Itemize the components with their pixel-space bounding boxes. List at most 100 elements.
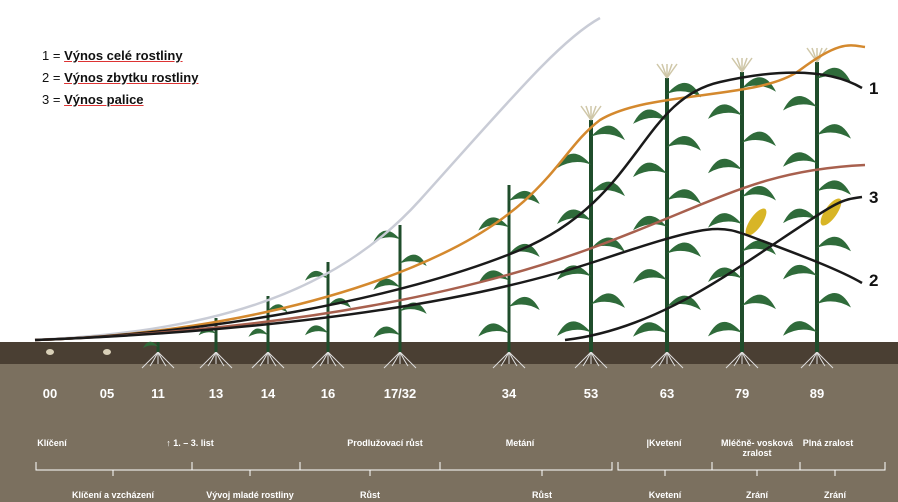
plant-part [666,351,684,369]
plant-part [742,294,776,310]
plant-part [508,351,526,369]
plant-part [817,67,851,83]
plant-part [373,230,400,243]
plant-part [816,351,834,369]
phase-name: Vývoj mladé rostliny [206,490,294,500]
plant-part [248,328,268,337]
stage-code: 17/32 [383,386,417,401]
plant-part [741,351,759,369]
plant-part [633,162,667,178]
plant-part [509,243,540,257]
plant-part [149,351,159,367]
plant-part [667,82,701,98]
curve [34,44,866,342]
plant-part [742,131,776,147]
plant-part [733,351,743,367]
plant-part [215,351,233,369]
legend-item: 2 = Výnos zbytku rostliny [42,70,199,85]
curve-label: 2 [869,271,879,290]
plant-part [633,322,667,337]
plant-part [666,63,678,79]
plant-part [305,325,328,336]
stage-code: 53 [583,386,599,401]
curves [34,16,866,342]
plant-part [731,57,743,73]
plant-part [207,351,217,367]
stage-name: Klíčení [37,438,67,448]
plant-part [319,351,329,367]
plant-part [399,351,417,369]
plant-part [591,237,625,252]
legend-item: 1 = Výnos celé rostliny [42,48,183,63]
stage-name: ↑ 1. – 3. list [166,438,214,448]
stage-name: |Kvetení [646,438,682,448]
plant-part [199,351,217,369]
stage-code: 11 [151,386,165,401]
stage-code: 79 [734,386,750,401]
plant-part [557,265,591,280]
plant-part [650,351,668,369]
plant-part [741,57,753,73]
plant-part [391,351,401,367]
phase-name: Zrání [745,490,769,500]
plant-part [667,136,701,151]
plant-part [103,349,111,355]
plant-part [817,124,851,139]
plant-part [267,351,285,369]
topsoil [0,342,898,364]
plant-part [251,351,269,369]
stage-code: 89 [809,386,825,401]
plant-part [745,208,767,236]
brackets [35,462,886,476]
plant-part [500,351,510,367]
curve [34,163,866,342]
plant-part [633,109,667,124]
plant-part [492,351,510,369]
plant-part [783,264,817,280]
legend-item: 3 = Výnos palice [42,92,144,107]
plant-part [580,105,592,121]
plant-part [509,296,540,311]
stage-code: 00 [42,386,58,401]
plant-part [373,326,400,338]
phase-name: Kvetení [648,490,682,500]
curve [34,71,863,342]
plant-part [590,105,602,121]
plant-part [708,104,742,119]
stage-code: 34 [501,386,517,401]
plant-part [808,351,818,367]
soil [0,350,898,502]
stage-code: 16 [320,386,336,401]
plant-part [141,351,159,369]
plant-part [478,270,509,284]
stage-code: 63 [659,386,675,401]
plant-part [327,351,345,369]
plant-part [656,63,668,79]
plants [46,47,851,369]
plant-part [661,63,668,79]
curve-label: 1 [869,79,879,98]
plant-part [817,180,851,195]
phase-name: Růst [532,490,552,500]
stage-name: Metání [505,438,535,448]
plant-part [557,209,591,225]
plant-part [667,295,701,311]
phase-name: Klíčení a vzcházení [71,490,155,500]
plant-part [708,213,742,228]
curve [34,227,863,342]
plant-part [557,321,591,336]
plant-part [725,351,743,369]
stage-name: Plná zralost [802,438,854,448]
plant-part [574,351,592,369]
plant-part [633,269,667,284]
stage-code: 13 [208,386,224,401]
plant-part [591,125,625,141]
plant-part [582,351,592,367]
plant-part [667,189,701,204]
curve-label: 3 [869,188,879,207]
plant-part [708,158,742,174]
plant-part [817,236,851,252]
plant-part [783,95,817,111]
